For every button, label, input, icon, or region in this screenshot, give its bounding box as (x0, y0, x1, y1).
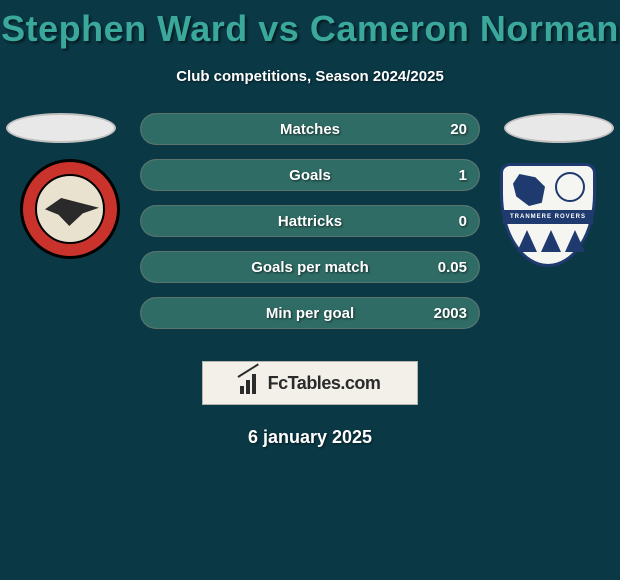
stat-right-value: 2003 (434, 298, 467, 328)
stat-right-value: 20 (450, 114, 467, 144)
stat-right-value: 0 (459, 206, 467, 236)
stat-row: Min per goal2003 (140, 297, 480, 329)
brand-box[interactable]: FcTables.com (202, 361, 418, 405)
chart-icon (240, 372, 262, 394)
stat-row: Matches20 (140, 113, 480, 145)
stat-row: Goals1 (140, 159, 480, 191)
subtitle: Club competitions, Season 2024/2025 (0, 68, 620, 85)
player-left-avatar (6, 113, 116, 143)
stat-label: Goals (141, 160, 479, 190)
stat-row: Hattricks0 (140, 205, 480, 237)
stat-row: Goals per match0.05 (140, 251, 480, 283)
tranmere-shield: TRANMERE ROVERS (500, 163, 596, 267)
stat-label: Hattricks (141, 206, 479, 236)
date-label: 6 january 2025 (0, 427, 620, 448)
player-right-avatar (504, 113, 614, 143)
stat-right-value: 0.05 (438, 252, 467, 282)
tranmere-ball-icon (555, 172, 585, 202)
tranmere-lion-icon (513, 174, 545, 206)
tranmere-pattern (517, 230, 579, 258)
brand-text: FcTables.com (268, 373, 381, 394)
stat-label: Goals per match (141, 252, 479, 282)
walsall-crest-inner (35, 174, 105, 244)
walsall-crest-outer (20, 159, 120, 259)
stat-bars: Matches20 Goals1 Hattricks0 Goals per match… (140, 113, 480, 329)
stat-label: Min per goal (141, 298, 479, 328)
club-crest-left (20, 159, 120, 259)
stat-right-value: 1 (459, 160, 467, 190)
stat-label: Matches (141, 114, 479, 144)
comparison-panel: TRANMERE ROVERS Matches20 Goals1 Hattricks… (0, 113, 620, 353)
tranmere-banner: TRANMERE ROVERS (503, 210, 593, 224)
walsall-swift-icon (45, 198, 99, 226)
page-title: Stephen Ward vs Cameron Norman (0, 0, 620, 50)
club-crest-right: TRANMERE ROVERS (500, 163, 600, 263)
